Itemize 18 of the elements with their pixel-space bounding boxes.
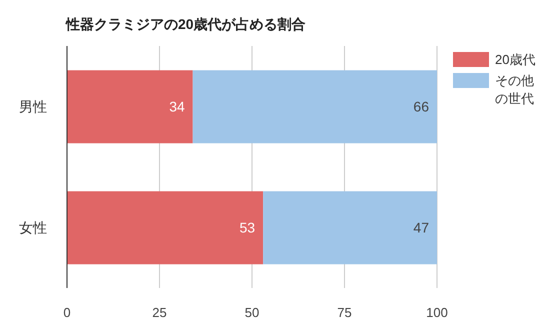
data-label: 47	[413, 220, 430, 236]
data-label: 34	[169, 98, 186, 115]
y-tick-label: 女性	[19, 219, 47, 236]
legend-label: その他の世代	[495, 72, 535, 108]
x-tick-label: 25	[152, 305, 167, 320]
x-tick-label: 0	[63, 305, 71, 320]
bar	[67, 191, 264, 264]
legend-label: 20歳代	[495, 51, 536, 69]
x-tick-label: 100	[426, 305, 448, 320]
bar	[67, 70, 193, 144]
data-label: 53	[240, 220, 256, 236]
chart-title: 性器クラミジアの20歳代が占める割合	[66, 16, 306, 34]
bar	[263, 191, 437, 264]
x-tick-label: 75	[337, 305, 352, 320]
bar	[192, 70, 437, 144]
y-tick-label: 男性	[19, 98, 47, 114]
x-tick-label: 50	[244, 305, 260, 320]
data-label: 66	[413, 98, 430, 115]
